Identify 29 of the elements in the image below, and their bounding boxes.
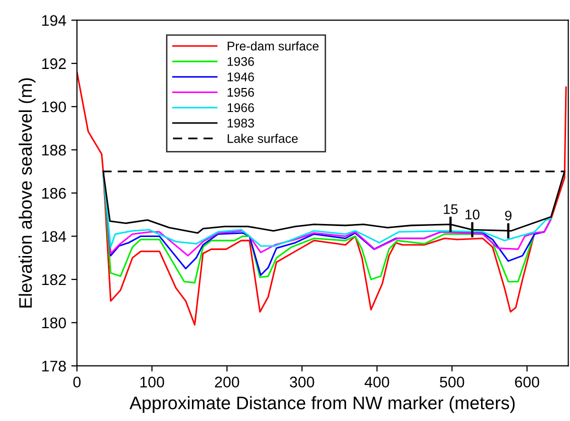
annotation: 15 <box>444 204 458 214</box>
legend-label: 1936 <box>228 57 254 66</box>
x-tick-label: 200 <box>215 376 240 388</box>
y-tick-label: 188 <box>42 144 66 156</box>
y-tick-label: 186 <box>42 188 66 199</box>
annotation: 9 <box>505 210 512 221</box>
legend-label: Lake surface <box>228 134 298 143</box>
y-tick-label: 194 <box>42 15 66 26</box>
x-axis-title: Approximate Distance from NW marker (meters) <box>130 396 515 413</box>
legend-label: Pre-dam surface <box>228 41 319 51</box>
x-tick-label: 600 <box>515 376 540 388</box>
y-tick-label: 184 <box>42 231 66 242</box>
y-tick-label: 192 <box>42 58 66 70</box>
y-tick-label: 182 <box>42 274 66 286</box>
x-tick-label: 300 <box>290 376 314 388</box>
x-tick-label: 100 <box>140 376 164 388</box>
x-tick-label: 500 <box>440 376 464 388</box>
x-tick-label: 400 <box>364 376 390 388</box>
x-tick-label: 0 <box>73 376 81 388</box>
legend-label: 1956 <box>228 88 254 97</box>
y-tick-label: 190 <box>42 101 66 112</box>
legend-label: 1946 <box>228 72 254 82</box>
y-axis-title: Elevation above sealevel (m) <box>18 78 36 308</box>
y-tick-label: 180 <box>42 318 66 328</box>
line-series <box>76 71 567 326</box>
annotation: 10 <box>466 210 480 220</box>
legend-label: 1966 <box>228 103 254 112</box>
legend-label: 1983 <box>228 118 254 128</box>
y-tick-label: 178 <box>42 360 66 372</box>
